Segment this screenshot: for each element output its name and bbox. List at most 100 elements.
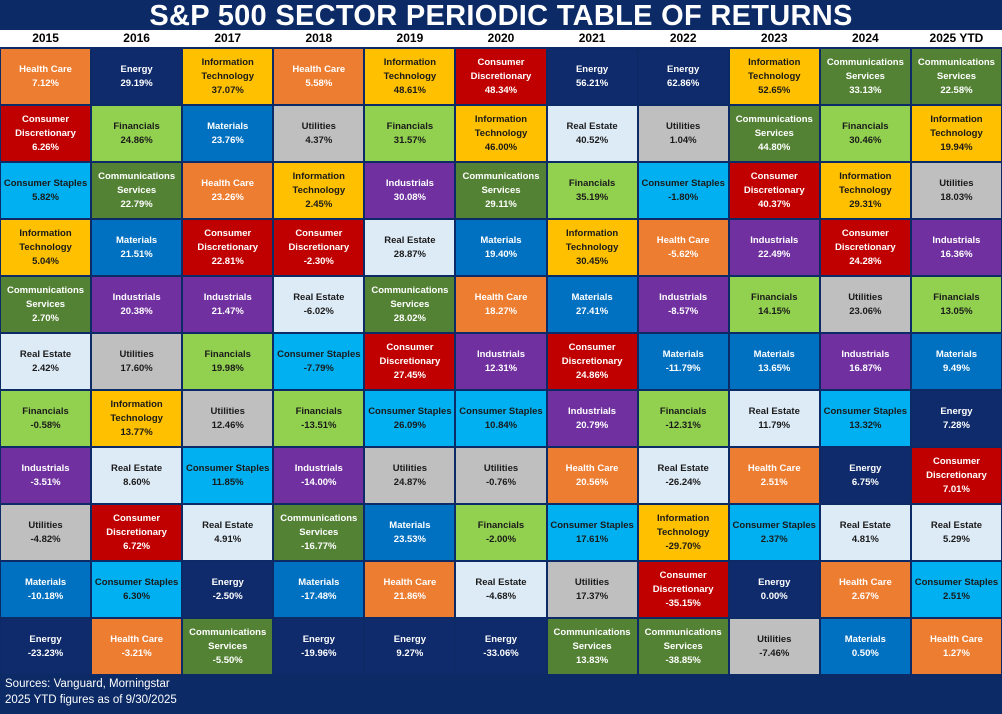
sector-return-value: 19.98% xyxy=(211,362,244,374)
sector-cell: Real Estate 4.81% xyxy=(820,505,910,560)
sector-cell: Consumer Discretionary 48.34% xyxy=(456,49,546,104)
sector-return-value: 27.45% xyxy=(393,369,427,381)
sector-return-value: 2.67% xyxy=(851,590,879,602)
sector-return-value: 0.50% xyxy=(851,647,879,659)
year-label: 2017 xyxy=(214,31,242,45)
sector-return-value: 9.27% xyxy=(396,647,424,659)
sector-name: Industrials xyxy=(476,348,526,360)
sector-name: Consumer Staples xyxy=(186,462,270,474)
sector-return-value: 48.34% xyxy=(484,84,518,96)
sector-cell: Consumer Discretionary 7.01% xyxy=(911,448,1001,503)
sector-name: Real Estate xyxy=(202,519,254,531)
year-label: 2025 YTD xyxy=(929,31,984,45)
sector-return-value: 19.40% xyxy=(484,248,518,260)
sector-return-value: 13.65% xyxy=(758,362,791,374)
sector-return-value: 10.84% xyxy=(484,419,518,431)
sector-cell: Information Technology 5.04% xyxy=(1,220,91,275)
sector-name: Consumer Staples xyxy=(823,405,908,417)
sector-cell: Consumer Staples 2.37% xyxy=(729,505,819,560)
sector-cell: Communications Services 22.79% xyxy=(92,163,182,218)
sector-name: Health Care xyxy=(19,63,72,75)
sector-name: Financials xyxy=(477,519,525,531)
sector-name: Communications Services xyxy=(826,56,904,82)
sector-name: Financials xyxy=(568,177,616,189)
sector-cell: Information Technology 29.31% xyxy=(820,163,910,218)
sector-name: Consumer Staples xyxy=(732,519,816,531)
sector-cell: Information Technology 2.45% xyxy=(274,163,364,218)
sector-name: Consumer Discretionary xyxy=(15,113,76,139)
sector-return-value: 9.49% xyxy=(942,362,970,374)
sector-cell: Energy 0.00% xyxy=(729,562,819,617)
sector-return-value: -14.00% xyxy=(301,476,337,488)
sector-cell: Materials 21.51% xyxy=(92,220,182,275)
sector-name: Information Technology xyxy=(747,56,801,82)
sector-name: Utilities xyxy=(939,177,974,189)
sector-name: Utilities xyxy=(666,120,701,132)
sector-cell: Communications Services 2.70% xyxy=(1,277,91,332)
sector-cell: Communications Services -16.77% xyxy=(274,505,364,560)
sector-cell: Health Care 2.51% xyxy=(729,448,819,503)
year-label: 2022 xyxy=(669,31,697,45)
sector-name: Health Care xyxy=(110,633,164,645)
sector-cell: Energy -2.50% xyxy=(183,562,273,617)
sector-cell: Industrials 30.08% xyxy=(365,163,455,218)
sector-return-value: -6.02% xyxy=(303,305,334,317)
sector-cell: Consumer Discretionary 24.28% xyxy=(820,220,910,275)
sector-cell: Information Technology 52.65% xyxy=(729,49,819,104)
sector-cell: Consumer Staples 17.61% xyxy=(547,505,637,560)
sector-cell: Consumer Discretionary 24.86% xyxy=(547,334,637,389)
sector-return-value: -0.58% xyxy=(30,419,61,431)
sector-cell: Financials 24.86% xyxy=(92,106,182,161)
sector-cell: Communications Services 44.80% xyxy=(729,106,819,161)
sector-cell: Health Care 5.58% xyxy=(274,49,364,104)
sector-name: Communications Services xyxy=(98,170,176,196)
sector-return-value: 0.00% xyxy=(760,590,788,602)
sector-return-value: 23.06% xyxy=(849,305,882,317)
sector-return-value: -35.15% xyxy=(665,597,701,609)
sector-return-value: 35.19% xyxy=(575,191,609,203)
sector-name: Industrials xyxy=(385,177,434,189)
sector-return-value: -19.96% xyxy=(301,647,337,659)
sector-name: Materials xyxy=(116,234,158,246)
sector-return-value: 2.45% xyxy=(305,198,333,210)
sector-cell: Utilities -7.46% xyxy=(729,619,819,674)
sector-name: Energy xyxy=(393,633,426,645)
sector-name: Utilities xyxy=(28,519,63,531)
sector-name: Information Technology xyxy=(565,227,619,253)
sector-cell: Utilities -0.76% xyxy=(456,448,546,503)
year-label: 2018 xyxy=(305,31,333,45)
sector-return-value: 13.83% xyxy=(575,654,609,666)
sector-return-value: -8.57% xyxy=(668,305,699,317)
sector-return-value: 19.94% xyxy=(940,141,973,153)
sector-return-value: -12.31% xyxy=(665,419,701,431)
sector-return-value: 29.31% xyxy=(849,198,882,210)
sector-name: Industrials xyxy=(932,234,981,246)
sector-name: Consumer Staples xyxy=(914,576,999,588)
sector-return-value: 4.37% xyxy=(305,134,333,146)
sector-cell: Health Care 20.56% xyxy=(547,448,637,503)
sector-cell: Consumer Staples 10.84% xyxy=(456,391,546,446)
sector-cell: Health Care 1.27% xyxy=(911,619,1001,674)
sector-return-value: 1.27% xyxy=(942,647,970,659)
sector-name: Utilities xyxy=(392,462,428,474)
sector-name: Health Care xyxy=(474,291,528,303)
sector-return-value: 21.47% xyxy=(211,305,244,317)
sector-cell: Energy 62.86% xyxy=(638,49,728,104)
sector-cell: Consumer Staples 13.32% xyxy=(820,391,910,446)
sector-name: Consumer Discretionary xyxy=(379,341,441,367)
sector-return-value: 5.58% xyxy=(305,77,333,89)
sector-cell: Real Estate -6.02% xyxy=(274,277,364,332)
sector-cell: Health Care 2.67% xyxy=(820,562,910,617)
sector-name: Energy xyxy=(758,576,791,588)
footer-sources: Sources: Vanguard, Morningstar xyxy=(5,678,170,690)
sector-return-value: -7.46% xyxy=(759,647,790,659)
sector-cell: Consumer Staples 2.51% xyxy=(911,562,1001,617)
sector-cell: Real Estate 4.91% xyxy=(183,505,273,560)
sector-cell: Industrials 16.87% xyxy=(820,334,910,389)
sector-name: Consumer Discretionary xyxy=(561,341,623,367)
sector-name: Health Care xyxy=(383,576,437,588)
sector-return-value: 16.36% xyxy=(940,248,973,260)
sector-cell: Consumer Staples 5.82% xyxy=(1,163,91,218)
year-label: 2021 xyxy=(578,31,606,45)
sector-cell: Information Technology 13.77% xyxy=(92,391,182,446)
